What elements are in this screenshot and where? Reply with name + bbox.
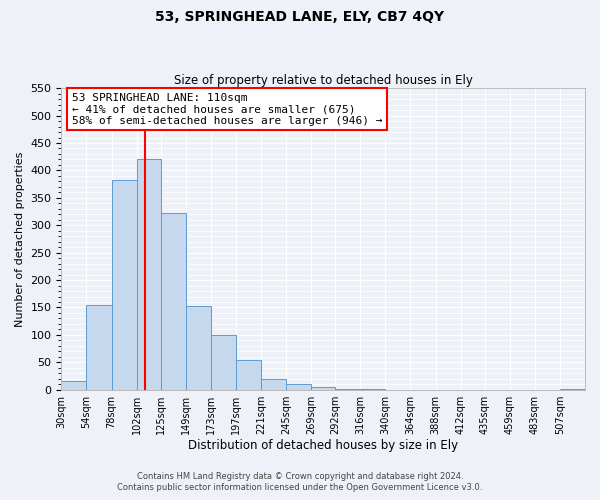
Bar bbox=[161, 213, 186, 390]
Bar bbox=[261, 378, 286, 390]
Bar bbox=[137, 160, 161, 390]
Bar bbox=[286, 384, 311, 390]
Bar bbox=[61, 382, 86, 390]
X-axis label: Distribution of detached houses by size in Ely: Distribution of detached houses by size … bbox=[188, 440, 458, 452]
Y-axis label: Number of detached properties: Number of detached properties bbox=[15, 151, 25, 326]
Title: Size of property relative to detached houses in Ely: Size of property relative to detached ho… bbox=[174, 74, 473, 87]
Bar bbox=[236, 360, 261, 390]
Bar bbox=[86, 304, 112, 390]
Bar bbox=[361, 389, 385, 390]
Text: Contains HM Land Registry data © Crown copyright and database right 2024.
Contai: Contains HM Land Registry data © Crown c… bbox=[118, 472, 482, 492]
Bar bbox=[186, 306, 211, 390]
Bar bbox=[112, 180, 137, 390]
Bar bbox=[335, 388, 361, 390]
Text: 53 SPRINGHEAD LANE: 110sqm
← 41% of detached houses are smaller (675)
58% of sem: 53 SPRINGHEAD LANE: 110sqm ← 41% of deta… bbox=[72, 92, 382, 126]
Text: 53, SPRINGHEAD LANE, ELY, CB7 4QY: 53, SPRINGHEAD LANE, ELY, CB7 4QY bbox=[155, 10, 445, 24]
Bar bbox=[311, 387, 335, 390]
Bar bbox=[211, 335, 236, 390]
Bar bbox=[560, 388, 585, 390]
